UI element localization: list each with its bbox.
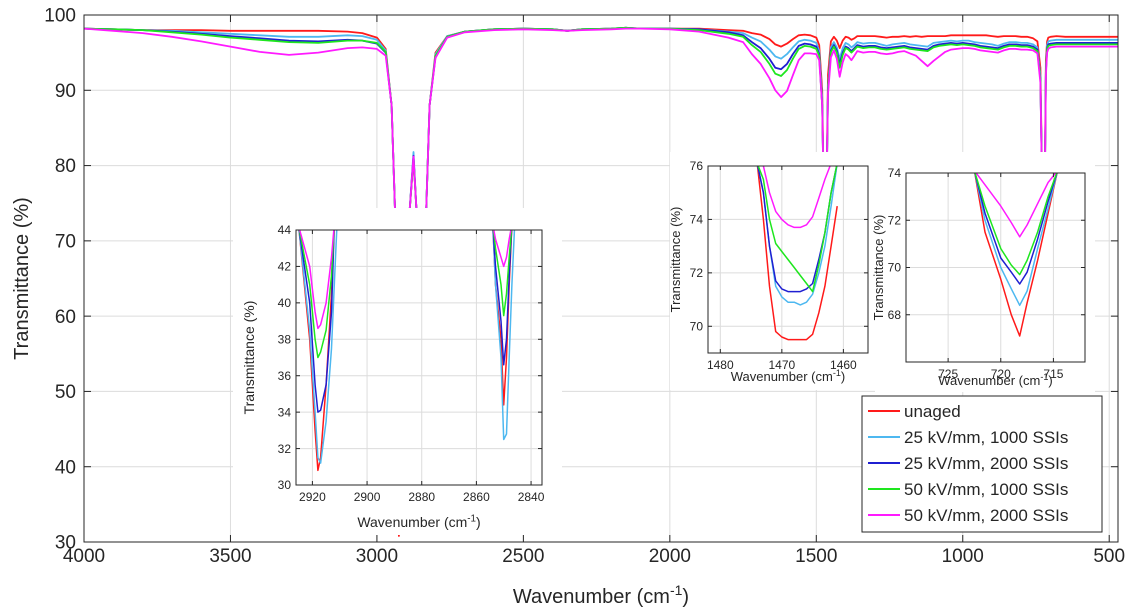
legend-label-4: 50 kV/mm, 2000 SSIs: [904, 506, 1068, 525]
inset-chart-3: 725 720 715 68 70 72 74 Wavenumber (cm-1) Transm…: [871, 152, 1095, 392]
axes-frame: [707, 165, 869, 354]
y-tick-label: 30: [278, 478, 292, 492]
x-axis-label: Wavenumber (cm-1): [938, 372, 1053, 388]
y-tick-label: 40: [55, 457, 76, 478]
series-line-3: [974, 173, 1058, 276]
x-axis-label: Wavenumber (cm-1): [357, 513, 480, 530]
series-line-4: [975, 173, 1057, 238]
x-tick-label: 1000: [942, 546, 984, 567]
y-tick-label: 72: [888, 213, 902, 227]
y-tick-label: 38: [278, 332, 292, 346]
x-axis-label-text: Wavenumber (cm: [731, 369, 833, 384]
x-axis-label-superscript: -1: [833, 368, 841, 378]
series-group: [974, 173, 1058, 337]
x-axis-label: Wavenumber (cm-1): [513, 582, 689, 608]
x-axis-label-text: Wavenumber (cm: [938, 373, 1040, 388]
series-line-4: [761, 166, 831, 229]
x-tick-label: 4000: [63, 546, 105, 567]
y-tick-label: 36: [278, 369, 292, 383]
y-tick-label: 70: [690, 319, 704, 333]
legend-label-2: 25 kV/mm, 2000 SSIs: [904, 454, 1068, 473]
x-tick-label: 1460: [830, 358, 857, 372]
series-line-3: [298, 230, 513, 359]
series-line-1: [974, 173, 1058, 307]
y-axis-label: Transmittance (%): [668, 207, 683, 313]
y-axis-label: Transmittance (%): [871, 215, 886, 321]
y-tick-label: 72: [690, 266, 704, 280]
x-axis-label-tail: ): [1048, 373, 1052, 388]
x-axis-label-superscript: -1: [1040, 372, 1048, 382]
y-tick-label: 50: [55, 382, 76, 403]
series-line-2: [298, 230, 513, 413]
x-tick-label: 2500: [502, 546, 544, 567]
y-tick-label: 44: [278, 223, 292, 237]
y-tick-label: 68: [888, 308, 902, 322]
x-tick-label: 2880: [408, 490, 435, 504]
y-axis-label: Transmittance (%): [241, 301, 257, 415]
axes-frame: [83, 14, 1119, 543]
x-axis-label-text: Wavenumber (cm: [357, 514, 467, 530]
legend-label-3: 50 kV/mm, 1000 SSIs: [904, 480, 1068, 499]
inset-chart-1: 2920 2900 2880 2860 2840 30 32 34 36 38 40 42 44 Wave…: [233, 208, 562, 535]
x-tick-label: 1470: [768, 358, 795, 372]
x-axis-label-superscript: -1: [670, 582, 683, 598]
y-tick-label: 70: [888, 261, 902, 275]
x-tick-label: 725: [938, 367, 958, 381]
x-tick-label: 2840: [518, 490, 545, 504]
series-group: [298, 230, 516, 472]
x-axis-label-tail: ): [476, 514, 481, 530]
x-axis-label-tail: ): [841, 369, 845, 384]
x-axis-label-superscript: -1: [467, 513, 476, 524]
y-tick-label: 40: [278, 296, 292, 310]
legend-label-1: 25 kV/mm, 1000 SSIs: [904, 428, 1068, 447]
x-tick-label: 3000: [356, 546, 398, 567]
y-tick-label: 42: [278, 260, 292, 274]
x-tick-label: 715: [1043, 367, 1063, 381]
x-tick-label: 3500: [209, 546, 251, 567]
axes-frame: [295, 229, 543, 486]
series-line-3: [757, 166, 838, 293]
y-tick-label: 32: [278, 442, 292, 456]
x-tick-label: 720: [991, 367, 1011, 381]
y-tick-label: 74: [690, 213, 704, 227]
x-tick-label: 1500: [795, 546, 837, 567]
y-tick-label: 80: [55, 156, 76, 177]
y-tick-label: 74: [888, 166, 902, 180]
legend: unaged 25 kV/mm, 1000 SSIs 25 kV/mm, 2000 …: [861, 395, 1103, 533]
y-tick-label: 90: [55, 81, 76, 102]
x-tick-label: 2860: [463, 490, 490, 504]
x-tick-label: 2920: [299, 490, 326, 504]
series-line-1: [298, 230, 516, 464]
inset-chart-2: 1480 1470 1460 70 72 74 76 Wavenumber (cm-1) Tra…: [668, 152, 880, 390]
x-tick-label: 1480: [707, 358, 734, 372]
y-tick-label: 34: [278, 405, 292, 419]
legend-box: [861, 395, 1103, 533]
x-axis-label: Wavenumber (cm-1): [731, 368, 846, 384]
series-line-2: [974, 173, 1058, 285]
y-tick-label: 70: [55, 232, 76, 253]
series-line-0: [974, 173, 1058, 337]
y-tick-label: 100: [44, 6, 76, 27]
series-line-4: [298, 230, 512, 330]
series-group: [756, 166, 838, 341]
x-tick-label: 2900: [354, 490, 381, 504]
x-axis-label-text: Wavenumber (cm: [513, 586, 670, 608]
x-tick-label: 500: [1093, 546, 1125, 567]
legend-label-0: unaged: [904, 402, 961, 421]
y-tick-label: 76: [690, 159, 704, 173]
x-axis-label-tail: ): [682, 586, 689, 608]
y-tick-label: 30: [55, 533, 76, 554]
x-tick-label: 2000: [649, 546, 691, 567]
y-axis-label: Transmittance (%): [11, 197, 33, 360]
series-line-0: [756, 166, 838, 341]
y-tick-label: 60: [55, 307, 76, 328]
